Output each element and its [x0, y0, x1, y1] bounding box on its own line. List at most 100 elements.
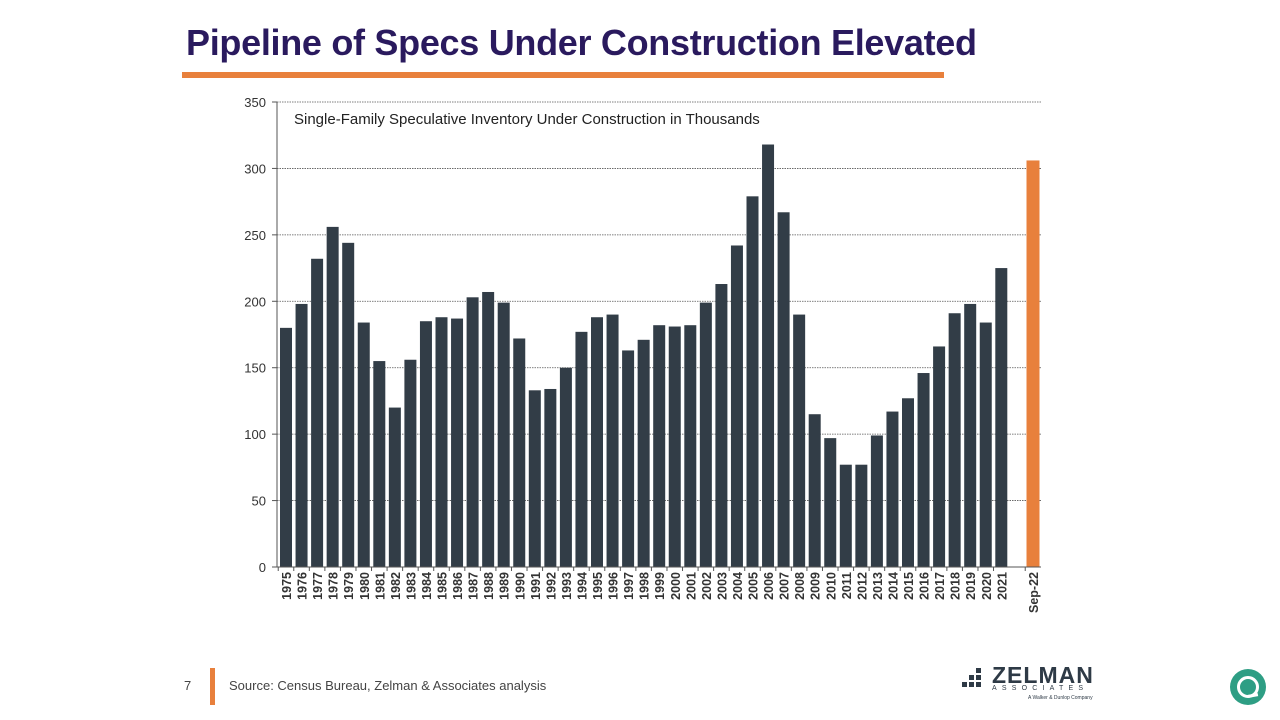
logo-subtitle: ASSOCIATES [992, 685, 1089, 692]
assistant-badge-icon[interactable] [1230, 669, 1266, 705]
y-tick-label: 0 [259, 560, 266, 575]
x-tick-label: 1982 [389, 572, 403, 600]
x-tick-label: 1981 [373, 572, 387, 600]
y-axis-ticks: 0 50 100 150 200 250 300 350 [244, 95, 277, 575]
bar-2020 [979, 322, 992, 567]
bar-1992 [544, 388, 557, 567]
bar-2004 [730, 245, 743, 567]
x-tick-label: Sep-22 [1027, 572, 1041, 613]
bar-2010 [824, 438, 837, 567]
logo-wordmark: ZELMAN [992, 662, 1094, 688]
x-tick-label: 2007 [778, 572, 792, 600]
x-tick-label: 2021 [995, 572, 1009, 600]
bar-2009 [808, 414, 821, 567]
logo-grid-icon [962, 668, 988, 690]
bar-2021 [995, 268, 1008, 567]
x-tick-label: 1998 [638, 572, 652, 600]
x-tick-label: 1999 [653, 572, 667, 600]
bar-1979 [342, 242, 355, 568]
x-tick-label: 2016 [918, 572, 932, 600]
x-tick-label: 2015 [902, 572, 916, 600]
y-tick-label: 150 [244, 361, 266, 376]
x-tick-label: 1990 [513, 572, 527, 600]
bar-1994 [575, 331, 588, 567]
bar-1977 [311, 258, 324, 567]
bar-1981 [373, 361, 386, 567]
logo-tagline: A Walker & Dunlop Company [1028, 695, 1093, 701]
bar-1984 [419, 321, 432, 567]
bar-1996 [606, 314, 619, 567]
y-tick-label: 100 [244, 427, 266, 442]
x-tick-label: 1997 [622, 572, 636, 600]
x-tick-label: 2019 [964, 572, 978, 600]
x-tick-label: 2010 [824, 572, 838, 600]
x-tick-label: 1979 [342, 572, 356, 600]
bar-2014 [886, 411, 899, 567]
bar-2000 [668, 326, 681, 567]
x-tick-label: 2005 [747, 572, 761, 600]
bar-1999 [653, 325, 666, 567]
bar-1976 [295, 303, 308, 567]
y-tick-label: 200 [244, 294, 266, 309]
x-tick-label: 2006 [762, 572, 776, 600]
bar-2003 [715, 284, 728, 567]
x-tick-label: 2003 [715, 572, 729, 600]
x-tick-label: 1976 [296, 572, 310, 600]
chart-title: Single-Family Speculative Inventory Unde… [294, 111, 760, 128]
bar-2017 [933, 346, 946, 567]
x-tick-label: 1994 [575, 572, 589, 600]
zelman-logo: ZELMAN ASSOCIATES A Walker & Dunlop Comp… [962, 662, 1112, 704]
bar-2007 [777, 212, 790, 567]
y-tick-label: 50 [252, 494, 266, 509]
footer-accent-bar [210, 668, 215, 705]
bar-2001 [684, 325, 697, 567]
bar-2011 [839, 464, 852, 567]
x-tick-label: 2004 [731, 572, 745, 600]
bar-1985 [435, 317, 448, 567]
x-tick-label: 1986 [451, 572, 465, 600]
x-tick-label: 2012 [855, 572, 869, 600]
x-tick-label: 2017 [933, 572, 947, 600]
bar-1989 [497, 302, 510, 567]
bar-1983 [404, 359, 417, 567]
x-tick-label: 2008 [793, 572, 807, 600]
bar-2005 [746, 196, 759, 568]
page-title: Pipeline of Specs Under Construction Ele… [186, 22, 977, 63]
source-note: Source: Census Bureau, Zelman & Associat… [229, 678, 547, 693]
bar-2006 [762, 144, 775, 567]
x-tick-label: 2002 [700, 572, 714, 600]
bar-sep-22 [1026, 160, 1040, 567]
bar-1980 [357, 322, 370, 567]
x-tick-label: 1993 [560, 572, 574, 600]
x-tick-label: 2014 [886, 572, 900, 600]
bar-1982 [388, 407, 401, 567]
bar-2019 [964, 303, 977, 567]
x-tick-label: 1977 [311, 572, 325, 600]
page-number: 7 [184, 678, 192, 693]
bar-2013 [870, 435, 883, 567]
y-tick-label: 350 [244, 95, 266, 110]
bar-1988 [482, 291, 495, 567]
bars [280, 144, 1040, 568]
bar-1995 [591, 317, 603, 567]
x-tick-label: 1991 [529, 572, 543, 600]
bar-1986 [451, 318, 464, 567]
x-tick-label: 1988 [482, 572, 496, 600]
x-tick-label: 2001 [684, 572, 698, 600]
bar-1990 [513, 338, 526, 567]
bar-2012 [855, 464, 868, 567]
x-tick-label: 2011 [840, 572, 854, 599]
x-tick-label: 2018 [949, 572, 963, 600]
y-tick-label: 300 [244, 161, 266, 176]
x-tick-label: 1984 [420, 572, 434, 600]
x-tick-label: 1992 [544, 572, 558, 600]
x-tick-label: 1980 [358, 572, 372, 600]
x-tick-label: 1978 [327, 572, 341, 600]
x-tick-label: 2013 [871, 572, 885, 600]
bar-2018 [948, 313, 961, 567]
x-tick-label: 1996 [607, 572, 621, 600]
x-tick-label: 1987 [467, 572, 481, 600]
x-tick-label: 1975 [280, 572, 294, 600]
bar-2016 [917, 373, 930, 567]
